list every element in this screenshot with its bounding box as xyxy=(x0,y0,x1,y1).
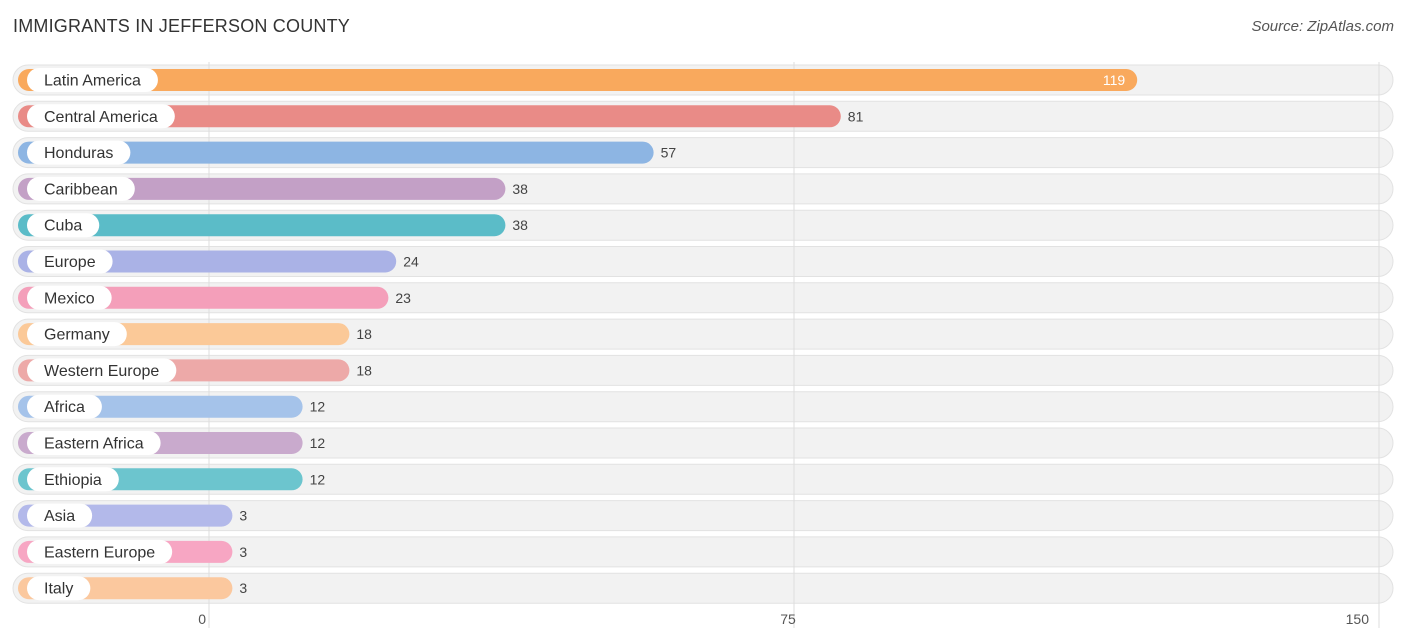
bar-central-america[interactable] xyxy=(18,105,841,128)
row-track xyxy=(12,463,1394,495)
category-label: Eastern Africa xyxy=(44,436,144,453)
category-label: Honduras xyxy=(44,145,113,162)
bar-cuba[interactable] xyxy=(18,214,506,237)
value-label: 12 xyxy=(310,471,326,487)
category-label: Central America xyxy=(44,109,158,126)
category-label: Mexico xyxy=(44,290,95,307)
bar-latin-america[interactable] xyxy=(18,69,1138,91)
value-label: 81 xyxy=(848,108,864,124)
category-label: Cuba xyxy=(44,218,82,235)
category-label: Western Europe xyxy=(44,363,159,380)
category-label-pill xyxy=(27,322,127,347)
value-label: 57 xyxy=(661,145,677,161)
bar-europe[interactable] xyxy=(18,250,397,273)
row-track xyxy=(12,536,1394,568)
bar-mexico[interactable] xyxy=(18,286,389,309)
category-label-pill xyxy=(27,213,100,238)
category-label-pill xyxy=(27,140,131,165)
category-label: Eastern Europe xyxy=(44,544,155,561)
category-label-pill xyxy=(27,576,91,601)
category-label-pill xyxy=(27,104,175,129)
chart-source: Source: ZipAtlas.com xyxy=(1251,18,1394,35)
row-track xyxy=(12,354,1394,386)
category-label: Ethiopia xyxy=(44,472,102,489)
value-label: 12 xyxy=(310,435,326,451)
category-label: Italy xyxy=(44,581,73,598)
chart-title: IMMIGRANTS IN JEFFERSON COUNTY xyxy=(13,16,351,36)
bar-caribbean[interactable] xyxy=(18,177,506,200)
row-track xyxy=(12,391,1394,423)
row-track xyxy=(12,318,1394,350)
value-label: 18 xyxy=(356,362,372,378)
value-label: 3 xyxy=(239,508,247,524)
value-label: 119 xyxy=(1103,72,1126,88)
value-label: 23 xyxy=(395,290,411,306)
value-label: 12 xyxy=(310,399,326,415)
row-track xyxy=(12,500,1394,532)
category-label: Europe xyxy=(44,254,96,271)
value-label: 24 xyxy=(403,254,419,270)
category-label: Caribbean xyxy=(44,181,118,198)
category-label-pill xyxy=(27,394,102,419)
value-label: 38 xyxy=(512,217,528,233)
category-label: Asia xyxy=(44,508,75,525)
category-label: Latin America xyxy=(44,73,141,90)
category-label-pill xyxy=(27,358,177,383)
value-label: 3 xyxy=(239,580,247,596)
row-track xyxy=(12,572,1394,604)
x-tick-label: 150 xyxy=(1346,611,1370,627)
category-label-pill xyxy=(27,539,173,564)
category-label-pill xyxy=(27,431,161,455)
row-track xyxy=(12,427,1394,459)
category-label-pill xyxy=(27,176,135,201)
category-label-pill xyxy=(27,68,158,92)
value-label: 18 xyxy=(356,326,372,342)
bar-honduras[interactable] xyxy=(18,141,654,164)
category-label-pill xyxy=(27,467,119,492)
category-label: Germany xyxy=(44,327,110,344)
x-tick-label: 75 xyxy=(780,611,796,627)
category-label-pill xyxy=(27,503,93,528)
value-label: 3 xyxy=(239,544,247,560)
category-label-pill xyxy=(27,285,112,310)
category-label: Africa xyxy=(44,399,85,416)
category-label-pill xyxy=(27,249,113,274)
x-tick-label: 0 xyxy=(198,611,206,627)
value-label: 38 xyxy=(512,181,528,197)
